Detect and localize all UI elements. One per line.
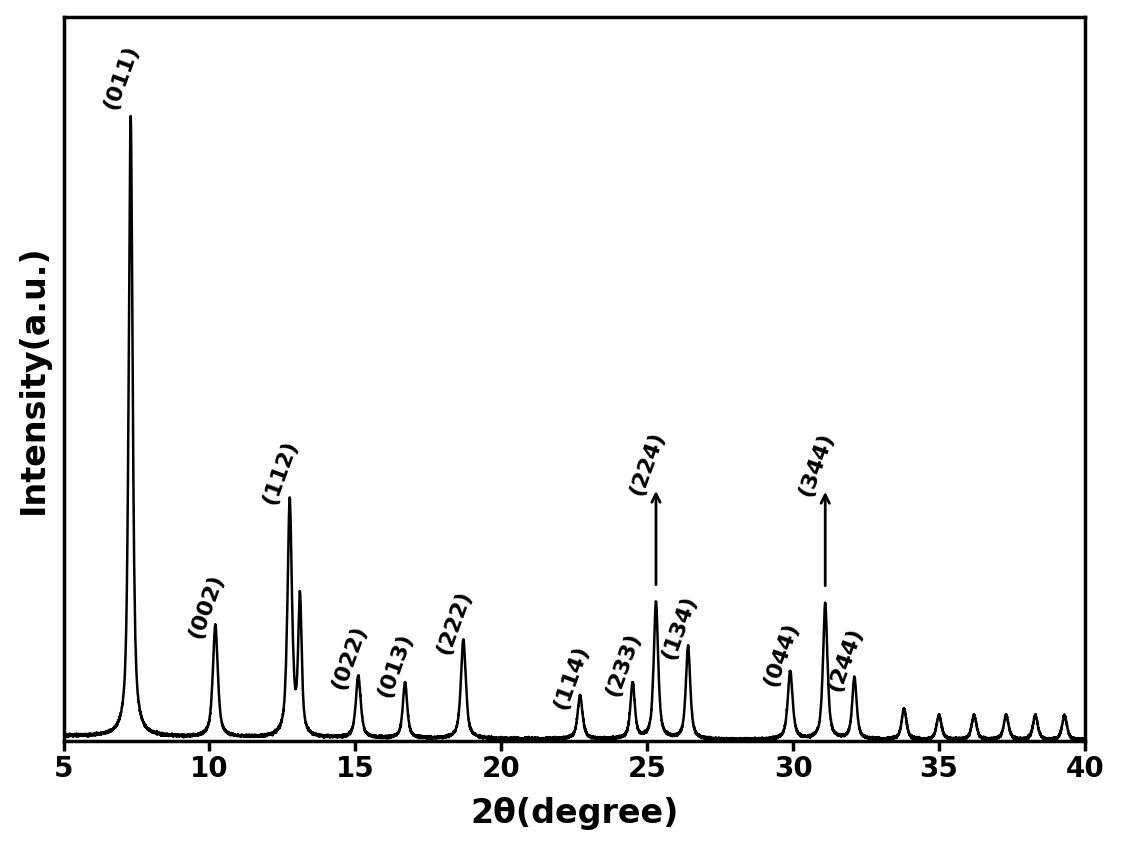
Text: (224): (224) [626, 429, 667, 498]
Text: (244): (244) [824, 625, 865, 694]
Text: (114): (114) [550, 643, 592, 712]
Text: (222): (222) [433, 588, 474, 657]
Y-axis label: Intensity(a.u.): Intensity(a.u.) [17, 244, 49, 513]
Text: (013): (013) [374, 631, 416, 700]
Text: (011): (011) [101, 42, 142, 112]
Text: (002): (002) [185, 572, 226, 641]
Text: (233): (233) [602, 630, 643, 699]
Text: (022): (022) [328, 623, 370, 693]
Text: (134): (134) [658, 593, 700, 662]
Text: (112): (112) [260, 438, 302, 507]
Text: (344): (344) [795, 429, 836, 499]
X-axis label: 2θ(degree): 2θ(degree) [470, 797, 678, 830]
Text: (044): (044) [760, 620, 802, 689]
